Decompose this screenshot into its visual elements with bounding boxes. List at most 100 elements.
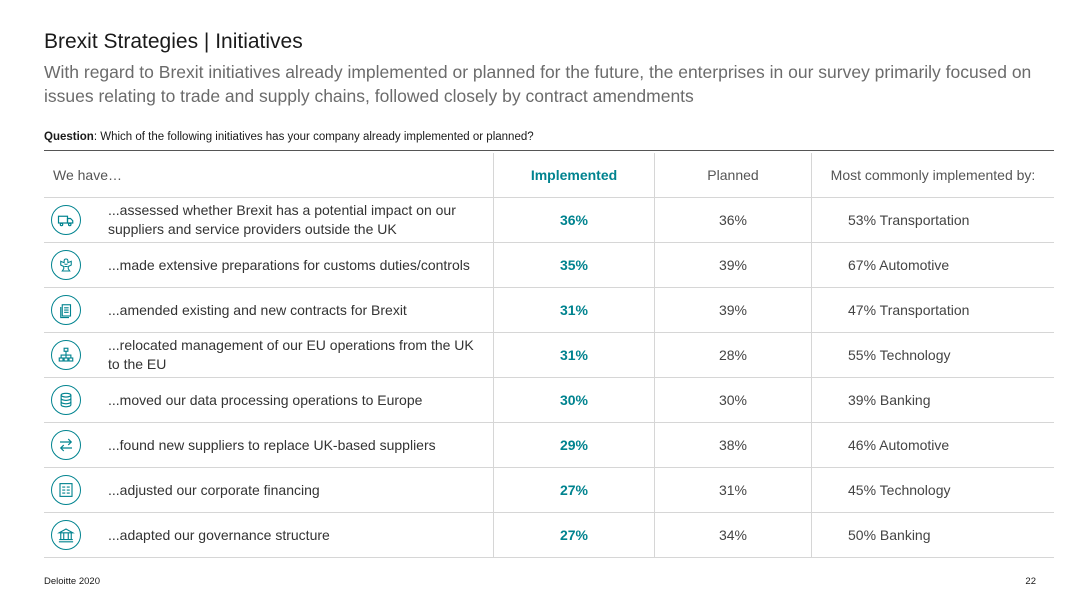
planned-value: 39% bbox=[718, 302, 748, 318]
implemented-value: 27% bbox=[559, 482, 589, 498]
swap-arrows-icon bbox=[51, 430, 81, 460]
implemented-value: 31% bbox=[559, 347, 589, 363]
icon-wrap bbox=[44, 430, 88, 460]
initiative-label: ...adjusted our corporate financing bbox=[108, 481, 320, 498]
eagle-emblem-icon bbox=[51, 250, 81, 280]
initiative-label: ...amended existing and new contracts fo… bbox=[108, 301, 407, 318]
question-text: Question: Which of the following initiat… bbox=[44, 131, 534, 143]
initiative-label: ...assessed whether Brexit has a potenti… bbox=[108, 202, 456, 237]
planned-value: 31% bbox=[718, 482, 748, 498]
initiative-cell: ...adapted our governance structure bbox=[44, 513, 493, 557]
planned-cell: 34% bbox=[654, 513, 811, 557]
table-row: ...found new suppliers to replace UK-bas… bbox=[44, 423, 1054, 468]
planned-value: 34% bbox=[718, 527, 748, 543]
implemented-cell: 27% bbox=[493, 468, 654, 512]
most-common-value: 53% Transportation bbox=[848, 212, 970, 228]
initiative-cell: ...found new suppliers to replace UK-bas… bbox=[44, 423, 493, 467]
most-common-cell: 55% Technology bbox=[811, 333, 1054, 377]
planned-value: 36% bbox=[718, 212, 748, 228]
header-initiative: We have… bbox=[53, 167, 122, 183]
table-row: ...assessed whether Brexit has a potenti… bbox=[44, 198, 1054, 243]
initiative-cell: ...amended existing and new contracts fo… bbox=[44, 288, 493, 332]
page-subtitle: With regard to Brexit initiatives alread… bbox=[44, 62, 1032, 106]
implemented-cell: 29% bbox=[493, 423, 654, 467]
most-common-cell: 47% Transportation bbox=[811, 288, 1054, 332]
most-common-value: 67% Automotive bbox=[848, 257, 950, 273]
icon-wrap bbox=[44, 475, 88, 505]
page-title: Brexit Strategies | Initiatives bbox=[44, 30, 303, 53]
implemented-value: 36% bbox=[559, 212, 589, 228]
icon-wrap bbox=[44, 385, 88, 415]
planned-value: 28% bbox=[718, 347, 748, 363]
implemented-value: 29% bbox=[559, 437, 589, 453]
header-initiative-cell: We have… bbox=[44, 153, 493, 197]
most-common-value: 50% Banking bbox=[848, 527, 931, 543]
initiatives-table: We have… Implemented Planned Most common… bbox=[44, 153, 1054, 558]
initiative-label: ...relocated management of our EU operat… bbox=[108, 337, 474, 372]
question-divider bbox=[44, 150, 1054, 151]
implemented-value: 27% bbox=[559, 527, 589, 543]
question-label: Question bbox=[44, 131, 94, 143]
initiative-label: ...adapted our governance structure bbox=[108, 526, 330, 543]
planned-cell: 39% bbox=[654, 288, 811, 332]
most-common-value: 46% Automotive bbox=[848, 437, 950, 453]
header-most-common: Most commonly implemented by: bbox=[830, 167, 1036, 183]
implemented-value: 35% bbox=[559, 257, 589, 273]
planned-cell: 30% bbox=[654, 378, 811, 422]
implemented-cell: 35% bbox=[493, 243, 654, 287]
planned-cell: 31% bbox=[654, 468, 811, 512]
header-planned: Planned bbox=[707, 167, 759, 183]
initiative-cell: ...adjusted our corporate financing bbox=[44, 468, 493, 512]
table-row: ...moved our data processing operations … bbox=[44, 378, 1054, 423]
implemented-value: 30% bbox=[559, 392, 589, 408]
most-common-value: 45% Technology bbox=[848, 482, 951, 498]
document-stack-icon bbox=[51, 295, 81, 325]
most-common-cell: 39% Banking bbox=[811, 378, 1054, 422]
icon-wrap bbox=[44, 295, 88, 325]
header-implemented-cell: Implemented bbox=[493, 153, 654, 197]
most-common-value: 55% Technology bbox=[848, 347, 951, 363]
truck-icon bbox=[51, 205, 81, 235]
implemented-cell: 36% bbox=[493, 198, 654, 242]
question-body: : Which of the following initiatives has… bbox=[93, 131, 534, 143]
planned-cell: 39% bbox=[654, 243, 811, 287]
table-row: ...relocated management of our EU operat… bbox=[44, 333, 1054, 378]
icon-wrap bbox=[44, 520, 88, 550]
table-row: ...made extensive preparations for custo… bbox=[44, 243, 1054, 288]
table-row: ...adjusted our corporate financing 27% … bbox=[44, 468, 1054, 513]
most-common-cell: 45% Technology bbox=[811, 468, 1054, 512]
finance-ledger-icon bbox=[51, 475, 81, 505]
planned-cell: 36% bbox=[654, 198, 811, 242]
initiative-cell: ...assessed whether Brexit has a potenti… bbox=[44, 198, 493, 242]
org-chart-icon bbox=[51, 340, 81, 370]
planned-value: 30% bbox=[718, 392, 748, 408]
initiative-label: ...made extensive preparations for custo… bbox=[108, 256, 470, 273]
planned-value: 38% bbox=[718, 437, 748, 453]
page-number: 22 bbox=[1025, 576, 1036, 587]
header-planned-cell: Planned bbox=[654, 153, 811, 197]
implemented-cell: 31% bbox=[493, 288, 654, 332]
header-most-common-cell: Most commonly implemented by: bbox=[811, 153, 1054, 197]
planned-value: 39% bbox=[718, 257, 748, 273]
table-header-row: We have… Implemented Planned Most common… bbox=[44, 153, 1054, 198]
icon-wrap bbox=[44, 205, 88, 235]
implemented-cell: 31% bbox=[493, 333, 654, 377]
icon-wrap bbox=[44, 250, 88, 280]
table-row: ...amended existing and new contracts fo… bbox=[44, 288, 1054, 333]
most-common-cell: 50% Banking bbox=[811, 513, 1054, 557]
government-building-icon bbox=[51, 520, 81, 550]
database-icon bbox=[51, 385, 81, 415]
icon-wrap bbox=[44, 340, 88, 370]
header-implemented: Implemented bbox=[530, 167, 618, 183]
planned-cell: 38% bbox=[654, 423, 811, 467]
initiative-cell: ...made extensive preparations for custo… bbox=[44, 243, 493, 287]
initiative-cell: ...relocated management of our EU operat… bbox=[44, 333, 493, 377]
planned-cell: 28% bbox=[654, 333, 811, 377]
most-common-cell: 67% Automotive bbox=[811, 243, 1054, 287]
implemented-cell: 27% bbox=[493, 513, 654, 557]
footer-source: Deloitte 2020 bbox=[44, 576, 100, 587]
implemented-cell: 30% bbox=[493, 378, 654, 422]
table-row: ...adapted our governance structure 27% … bbox=[44, 513, 1054, 558]
most-common-value: 47% Transportation bbox=[848, 302, 970, 318]
initiative-cell: ...moved our data processing operations … bbox=[44, 378, 493, 422]
